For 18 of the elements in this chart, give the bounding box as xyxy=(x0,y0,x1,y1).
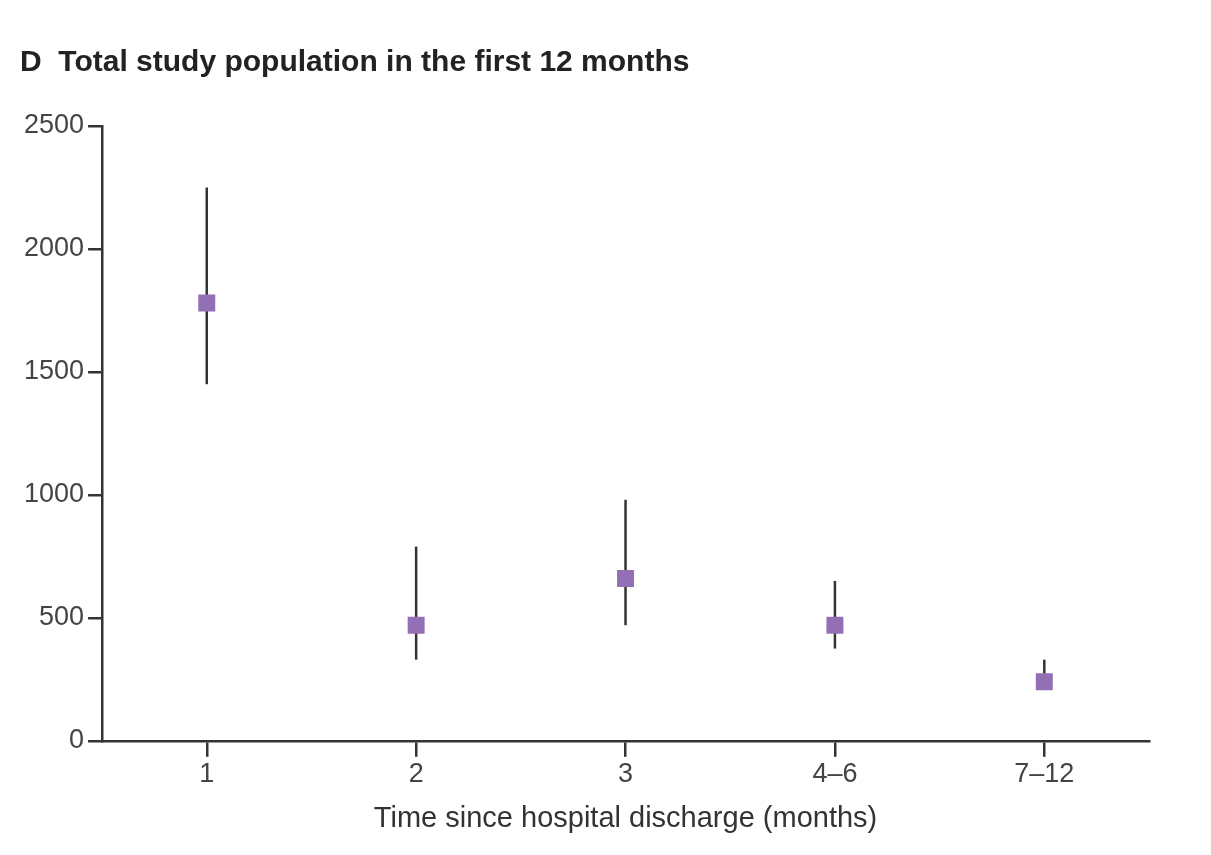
x-tick-label: 4–6 xyxy=(812,758,858,789)
point xyxy=(617,570,635,587)
y-tick-label: 1500 xyxy=(23,355,85,386)
x-tick-label: 1 xyxy=(199,758,215,789)
point xyxy=(826,616,844,634)
y-tick-label: 2000 xyxy=(23,232,85,263)
x-tick-label: 2 xyxy=(408,758,424,789)
y-tick-label: 2500 xyxy=(23,109,85,140)
point xyxy=(198,294,216,312)
y-tick-label: 0 xyxy=(69,724,85,755)
point xyxy=(1035,673,1053,691)
y-tick-label: 1000 xyxy=(23,478,85,509)
x-tick-label: 7–12 xyxy=(1014,758,1075,789)
point xyxy=(407,616,425,634)
x-tick-label: 3 xyxy=(618,758,634,789)
y-tick-label: 500 xyxy=(39,601,85,632)
chart-title: D Total study population in the first 12 months xyxy=(20,44,690,78)
x-axis-title: Time since hospital discharge (months) xyxy=(373,800,878,833)
